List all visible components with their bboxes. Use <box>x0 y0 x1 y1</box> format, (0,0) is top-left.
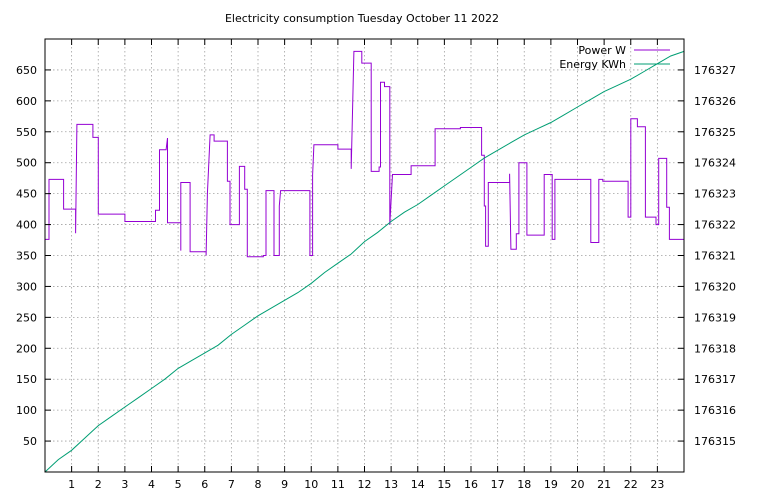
y2-tick-label: 176324 <box>694 157 736 170</box>
x-tick-label: 1 <box>68 478 75 491</box>
y-tick-label: 100 <box>16 404 37 417</box>
x-tick-label: 2 <box>95 478 102 491</box>
x-tick-label: 18 <box>517 478 531 491</box>
x-tick-label: 21 <box>597 478 611 491</box>
x-tick-label: 14 <box>411 478 425 491</box>
y2-tick-label: 176315 <box>694 435 736 448</box>
y-tick-label: 500 <box>16 157 37 170</box>
x-tick-label: 8 <box>255 478 262 491</box>
y2-tick-label: 176327 <box>694 64 736 77</box>
x-tick-label: 16 <box>464 478 478 491</box>
legend-label-1: Power W <box>578 44 626 57</box>
y2-tick-label: 176321 <box>694 250 736 263</box>
x-tick-label: 13 <box>384 478 398 491</box>
series-lines <box>44 50 685 473</box>
series-line-1 <box>45 50 684 258</box>
series-line-2 <box>44 50 685 473</box>
axes: 1 2 3 4 5 6 7 8 9 10 11 12 13 14 15 16 17 18 19 20 21 22 23501… <box>16 38 736 491</box>
x-tick-label: 17 <box>491 478 505 491</box>
x-tick-label: 3 <box>121 478 128 491</box>
legend-label-2: Energy KWh <box>559 58 626 71</box>
y-tick-label: 600 <box>16 95 37 108</box>
y2-tick-label: 176326 <box>694 95 736 108</box>
y2-tick-label: 176319 <box>694 311 736 324</box>
y-tick-label: 200 <box>16 342 37 355</box>
y2-tick-label: 176325 <box>694 126 736 139</box>
x-tick-label: 15 <box>437 478 451 491</box>
x-tick-label: 7 <box>228 478 235 491</box>
y-tick-label: 450 <box>16 188 37 201</box>
y-tick-label: 250 <box>16 311 37 324</box>
grid-lines <box>45 39 684 472</box>
y-tick-label: 300 <box>16 280 37 293</box>
x-tick-label: 10 <box>304 478 318 491</box>
x-tick-label: 5 <box>175 478 182 491</box>
y2-tick-label: 176318 <box>694 342 736 355</box>
x-tick-label: 4 <box>148 478 155 491</box>
y2-tick-label: 176322 <box>694 219 736 232</box>
x-tick-label: 9 <box>281 478 288 491</box>
y-tick-label: 150 <box>16 373 37 386</box>
y-tick-label: 400 <box>16 219 37 232</box>
y-tick-label: 50 <box>23 435 37 448</box>
x-tick-label: 19 <box>544 478 558 491</box>
x-tick-label: 20 <box>571 478 585 491</box>
x-tick-label: 23 <box>650 478 664 491</box>
chart-title: Electricity consumption Tuesday October … <box>225 12 499 25</box>
y2-tick-label: 176323 <box>694 188 736 201</box>
x-tick-label: 11 <box>331 478 345 491</box>
x-tick-label: 6 <box>201 478 208 491</box>
x-tick-label: 22 <box>624 478 638 491</box>
x-tick-label: 12 <box>358 478 372 491</box>
y-tick-label: 550 <box>16 126 37 139</box>
y2-tick-label: 176316 <box>694 404 736 417</box>
y-tick-label: 350 <box>16 250 37 263</box>
y-tick-label: 650 <box>16 64 37 77</box>
y2-tick-label: 176317 <box>694 373 736 386</box>
y2-tick-label: 176320 <box>694 280 736 293</box>
